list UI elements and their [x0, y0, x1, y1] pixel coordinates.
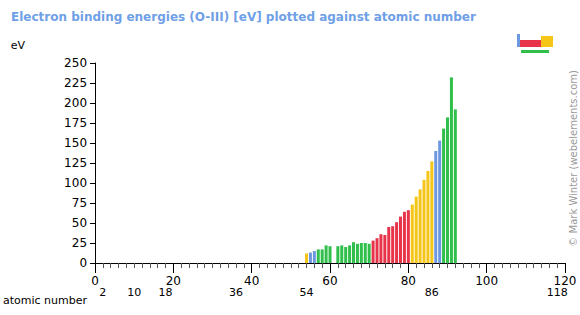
- svg-text:60: 60: [322, 274, 337, 288]
- svg-text:50: 50: [72, 216, 87, 230]
- svg-text:250: 250: [64, 56, 87, 70]
- svg-text:eV: eV: [11, 39, 26, 52]
- svg-text:10: 10: [127, 286, 141, 299]
- svg-text:36: 36: [229, 286, 243, 299]
- svg-text:© Mark Winter (webelements.com: © Mark Winter (webelements.com): [568, 70, 579, 247]
- svg-text:18: 18: [159, 286, 173, 299]
- svg-text:125: 125: [64, 156, 87, 170]
- svg-text:0: 0: [79, 256, 87, 270]
- svg-text:200: 200: [64, 96, 87, 110]
- svg-text:Electron binding energies (O-I: Electron binding energies (O-III) [eV] p…: [11, 10, 476, 24]
- svg-text:100: 100: [64, 176, 87, 190]
- svg-text:86: 86: [425, 286, 439, 299]
- svg-text:175: 175: [64, 116, 87, 130]
- svg-text:25: 25: [72, 236, 87, 250]
- svg-text:225: 225: [64, 76, 87, 90]
- svg-text:150: 150: [64, 136, 87, 150]
- svg-text:0: 0: [91, 274, 99, 288]
- svg-text:75: 75: [72, 196, 87, 210]
- svg-text:20: 20: [165, 274, 181, 288]
- svg-text:100: 100: [475, 274, 498, 288]
- svg-text:80: 80: [401, 274, 416, 288]
- svg-text:120: 120: [553, 274, 577, 288]
- svg-text:atomic number: atomic number: [3, 294, 88, 307]
- svg-text:54: 54: [300, 286, 314, 299]
- svg-text:40: 40: [244, 274, 259, 288]
- svg-text:2: 2: [99, 286, 106, 299]
- svg-text:118: 118: [547, 286, 568, 299]
